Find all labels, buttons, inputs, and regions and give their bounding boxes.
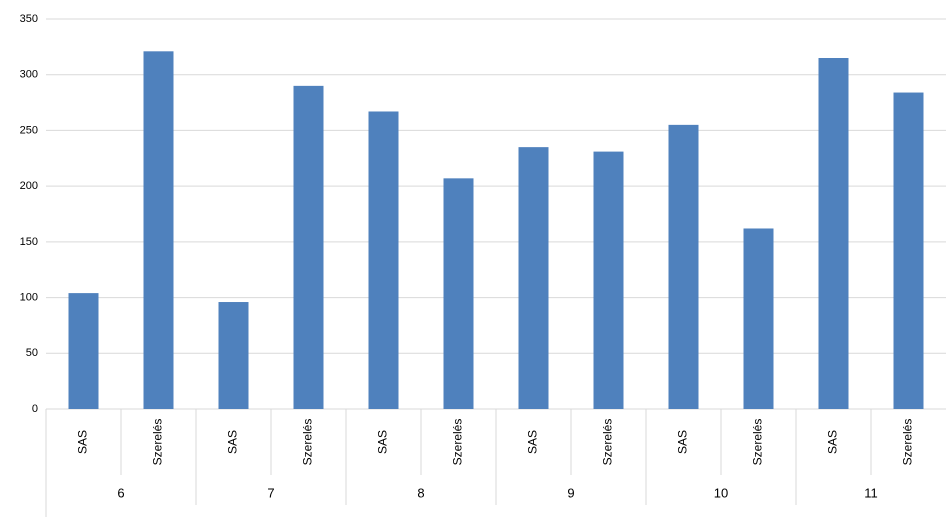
group-label: 10	[714, 485, 728, 500]
y-tick-label: 300	[20, 69, 38, 81]
x-tick-label: Szerelés	[301, 419, 315, 466]
x-tick-label: SAS	[376, 430, 390, 454]
x-tick-label: SAS	[226, 430, 240, 454]
x-tick-label: SAS	[76, 430, 90, 454]
bar	[293, 85, 324, 409]
group-label: 8	[417, 485, 424, 500]
x-tick-label: Szerelés	[151, 419, 165, 466]
bar	[518, 147, 549, 409]
x-tick-label: SAS	[676, 430, 690, 454]
bar	[443, 178, 474, 409]
x-tick-label: SAS	[526, 430, 540, 454]
bar	[368, 111, 399, 409]
y-tick-label: 0	[32, 403, 38, 415]
group-label: 6	[117, 485, 124, 500]
bar	[743, 228, 774, 409]
x-tick-label: Szerelés	[601, 419, 615, 466]
x-tick-label: Szerelés	[751, 419, 765, 466]
y-tick-label: 150	[20, 236, 38, 248]
x-tick-label: SAS	[826, 430, 840, 454]
y-tick-label: 350	[20, 13, 38, 25]
bar	[68, 293, 99, 409]
x-tick-label: Szerelés	[451, 419, 465, 466]
bar	[218, 302, 249, 409]
bar	[668, 124, 699, 409]
x-tick-label: Szerelés	[901, 419, 915, 466]
group-label: 9	[567, 485, 574, 500]
bar	[593, 151, 624, 409]
y-tick-label: 50	[26, 347, 38, 359]
group-label: 7	[267, 485, 274, 500]
group-label: 11	[864, 485, 878, 500]
y-tick-label: 200	[20, 180, 38, 192]
bar	[893, 92, 924, 410]
y-tick-label: 250	[20, 124, 38, 136]
y-tick-label: 100	[20, 291, 38, 303]
bar	[818, 58, 849, 409]
bar	[143, 51, 174, 410]
